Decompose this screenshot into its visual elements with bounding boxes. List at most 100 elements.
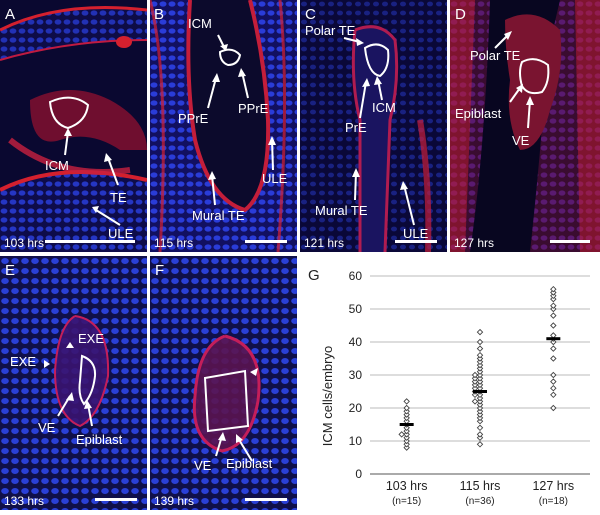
time-label: 121 hrs [304, 236, 344, 250]
time-label: 115 hrs [154, 236, 193, 250]
label-ve: VE [512, 133, 530, 148]
time-label: 133 hrs [4, 494, 44, 508]
data-point [403, 404, 410, 412]
data-point [476, 358, 484, 366]
data-point [476, 424, 484, 432]
panel-letter: C [305, 6, 316, 23]
y-tick-label: 40 [349, 335, 363, 349]
data-point [471, 391, 479, 399]
data-point [471, 371, 479, 379]
x-count-label: (n=36) [465, 496, 494, 507]
data-point [476, 351, 484, 359]
label-mural-te: Mural TE [192, 208, 245, 223]
data-point [550, 305, 557, 313]
data-point [476, 408, 484, 415]
data-point [550, 292, 557, 300]
data-point [476, 371, 484, 379]
label-mural-te: Mural TE [315, 203, 368, 218]
panel-a-image: A ICM TE ULE 103 hrs [0, 0, 147, 252]
data-point [476, 365, 484, 372]
data-point [476, 434, 484, 441]
y-tick-label: 10 [349, 434, 363, 448]
panel-letter: B [154, 6, 164, 23]
label-exe-right: EXE [78, 331, 104, 346]
data-point [476, 378, 484, 385]
label-polar-te: Polar TE [305, 23, 356, 38]
data-point [476, 375, 484, 382]
panel-letter: A [5, 6, 15, 23]
data-point [550, 378, 557, 385]
y-tick-label: 0 [355, 467, 362, 481]
y-axis-label: ICM cells/embryo [320, 346, 335, 446]
data-point [476, 401, 484, 408]
data-point [403, 408, 410, 415]
data-point [403, 411, 410, 418]
label-ule: ULE [262, 171, 288, 186]
data-point [476, 328, 484, 336]
panel-d: D Polar TE Epiblast VE 127 hrs [450, 0, 600, 252]
label-icm: ICM [45, 158, 69, 173]
data-point [403, 441, 410, 448]
label-icm: ICM [372, 100, 396, 115]
y-tick-label: 50 [349, 302, 363, 316]
panel-letter: D [455, 6, 466, 23]
data-point [476, 441, 484, 448]
x-count-label: (n=18) [539, 496, 568, 507]
data-point [550, 285, 557, 293]
x-category-label: 127 hrs [532, 479, 574, 493]
data-point [550, 371, 557, 379]
panel-c: C Polar TE ICM PrE Mural TE ULE 121 hrs [300, 0, 447, 252]
panel-d-image: D Polar TE Epiblast VE 127 hrs [450, 0, 600, 252]
data-point [550, 338, 557, 346]
data-point [550, 295, 557, 303]
label-ve: VE [194, 458, 212, 473]
data-point [550, 345, 557, 352]
panel-c-image: C Polar TE ICM PrE Mural TE ULE 121 hrs [300, 0, 447, 252]
x-category-label: 103 hrs [386, 479, 428, 493]
panel-f-image: F VE Epiblast 139 hrs [150, 256, 297, 510]
data-point [403, 431, 410, 438]
data-point [471, 398, 479, 405]
data-point [471, 378, 479, 385]
label-epiblast: Epiblast [76, 432, 123, 447]
data-point [476, 414, 484, 422]
panel-g-chart: G 0 10 20 30 40 50 60 ICM cells/embryo 103 hrs… [300, 256, 600, 510]
panel-b: B ICM PPrE PPrE ULE Mural TE 115 hrs [150, 0, 297, 252]
label-exe-left: EXE [10, 354, 36, 369]
x-count-label: (n=15) [392, 496, 421, 507]
label-pppre-left: PPrE [178, 111, 209, 126]
data-point [476, 338, 484, 346]
data-point [550, 322, 557, 329]
data-point [403, 437, 410, 445]
data-point [471, 381, 479, 389]
data-point [398, 431, 405, 438]
label-ule: ULE [108, 226, 134, 241]
data-point [403, 414, 410, 422]
data-point [403, 427, 410, 435]
data-point [476, 391, 484, 399]
data-point [550, 355, 557, 362]
label-pre: PrE [345, 120, 367, 135]
data-point [476, 361, 484, 369]
data-point [550, 384, 557, 392]
time-label: 127 hrs [454, 236, 494, 250]
data-point [476, 394, 484, 402]
data-point [403, 424, 410, 432]
data-point [403, 444, 410, 451]
data-point [476, 404, 484, 412]
label-te: TE [110, 190, 127, 205]
label-epiblast: Epiblast [455, 106, 502, 121]
data-point [550, 302, 557, 309]
data-point [476, 381, 484, 389]
data-point [476, 398, 484, 405]
panel-e-image: E EXE EXE VE Epiblast 133 hrs [0, 256, 147, 510]
y-tick-label: 30 [349, 368, 363, 382]
data-point [550, 404, 557, 412]
y-tick-label: 20 [349, 401, 363, 415]
label-epiblast: Epiblast [226, 456, 273, 471]
panel-b-image: B ICM PPrE PPrE ULE Mural TE 115 hrs [150, 0, 297, 252]
chart-svg: G 0 10 20 30 40 50 60 ICM cells/embryo 103 hrs… [308, 267, 590, 507]
data-point [476, 411, 484, 418]
time-label: 103 hrs [4, 236, 44, 250]
data-point [550, 312, 557, 319]
